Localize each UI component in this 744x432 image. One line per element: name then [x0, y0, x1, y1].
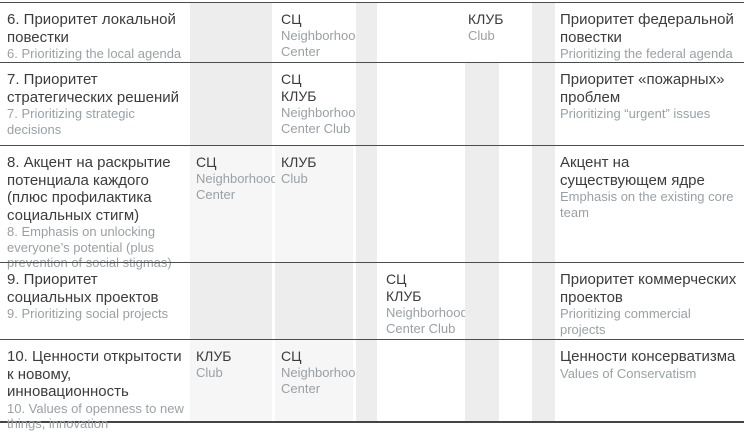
table-row: 7. Приоритет стратегических решений 7. P… — [0, 62, 744, 145]
scale-cell: КЛУБ Club — [275, 146, 353, 262]
scale-cell — [356, 3, 377, 62]
scale-cell — [190, 3, 272, 62]
marker-org-en: Neighborhood Center — [196, 171, 278, 202]
marker-org-en: Neighborhood Center — [281, 28, 363, 59]
row-label-ru: 8. Акцент на раскрытие потенциала каждог… — [7, 154, 171, 224]
scale-cell: КЛУБ Club — [465, 3, 503, 62]
row-label-right: Приоритет «пожарных» проблем Prioritizin… — [560, 63, 738, 145]
row-label-en: Prioritizing “urgent” issues — [560, 106, 711, 121]
marker-org-en: Club — [196, 365, 223, 380]
row-label-left: 8. Акцент на раскрытие потенциала каждог… — [0, 146, 186, 270]
scale-cell — [356, 263, 377, 339]
row-label-right: Акцент на существующем ядре Emphasis on … — [560, 146, 738, 262]
marker-org: КЛУБ — [281, 154, 317, 170]
scale-cell: СЦ Neighborhood Center — [275, 3, 363, 62]
scale-cell — [356, 146, 377, 262]
row-label-ru: Приоритет «пожарных» проблем — [560, 71, 725, 106]
row-label-en: 7. Prioritizing strategic decisions — [7, 106, 135, 137]
row-label-en: Emphasis on the existing core team — [560, 189, 734, 220]
position-marker: СЦ Neighborhood Center — [190, 146, 280, 202]
scale-cell: СЦ КЛУБ Neighborhood Center Club — [380, 263, 468, 339]
marker-org-en: Club — [281, 171, 308, 186]
marker-org-en: Neighborhood Center Club — [386, 305, 468, 336]
row-label-right: Приоритет коммерческих проектов Prioriti… — [560, 263, 738, 339]
position-marker: СЦ КЛУБ Neighborhood Center Club — [380, 263, 470, 336]
row-label-ru: Приоритет федеральной повестки — [560, 11, 734, 46]
table-row: 8. Акцент на раскрытие потенциала каждог… — [0, 145, 744, 270]
marker-org: СЦ — [196, 154, 217, 170]
scale-cell — [532, 263, 555, 339]
row-label-en: Values of Conservatism — [560, 365, 697, 381]
scale-cell: СЦ КЛУБ Neighborhood Center Club — [275, 63, 363, 145]
table-row: 10. Ценности открытости к новому, иннова… — [0, 339, 744, 431]
marker-org: КЛУБ — [468, 11, 504, 27]
row-label-ru: Ценности консерватизма — [560, 348, 736, 365]
scale-cell — [465, 263, 499, 339]
scale-cell — [532, 63, 555, 145]
scale-cell — [380, 340, 463, 421]
row-label-en: 6. Prioritizing the local agenda — [7, 46, 182, 61]
scale-cell — [275, 263, 353, 339]
marker-org-en: Neighborhood Center Club — [281, 105, 363, 136]
position-marker: СЦ КЛУБ Neighborhood Center Club — [275, 63, 365, 136]
marker-org: КЛУБ — [196, 348, 232, 364]
position-marker: КЛУБ Club — [275, 146, 365, 187]
row-label-right: Ценности консерватизма Values of Conserv… — [560, 340, 738, 421]
scale-cell — [190, 263, 272, 339]
marker-org: СЦ — [281, 348, 302, 364]
scale-cell: КЛУБ Club — [190, 340, 272, 421]
row-label-right: Приоритет федеральной повестки Prioritiz… — [560, 3, 738, 62]
row-label-en: Prioritizing the federal agenda — [560, 46, 733, 61]
table-row: 6. Приоритет локальной повестки 6. Prior… — [0, 2, 744, 62]
marker-org: СЦ — [281, 11, 302, 27]
marker-org-en: Club — [468, 28, 495, 43]
table-row: 9. Приоритет социальных проектов 9. Prio… — [0, 262, 744, 339]
position-marker: СЦ Neighborhood Center — [275, 340, 365, 396]
scale-cell — [465, 340, 499, 421]
row-label-left: 10. Ценности открытости к новому, иннова… — [0, 340, 186, 431]
position-marker: КЛУБ Club — [190, 340, 280, 381]
scale-cell — [502, 263, 529, 339]
scale-cell — [502, 3, 529, 62]
scale-cell — [532, 146, 555, 262]
row-label-ru: 9. Приоритет социальных проектов — [7, 271, 159, 306]
row-label-left: 6. Приоритет локальной повестки 6. Prior… — [0, 3, 186, 62]
marker-org-en: Neighborhood Center — [281, 365, 363, 396]
marker-org: СЦ КЛУБ — [281, 71, 317, 104]
row-label-left: 7. Приоритет стратегических решений 7. P… — [0, 63, 186, 145]
scale-cell — [502, 340, 529, 421]
scale-cell — [380, 3, 463, 62]
row-label-ru: 10. Ценности открытости к новому, иннова… — [7, 348, 182, 400]
scale-cell — [356, 63, 377, 145]
scale-cell — [356, 340, 377, 421]
scale-cell — [532, 340, 555, 421]
scale-cell: СЦ Neighborhood Center — [275, 340, 363, 421]
row-label-ru: Акцент на существующем ядре — [560, 154, 705, 189]
position-marker: КЛУБ Club — [465, 3, 552, 44]
scale-cell — [502, 146, 529, 262]
scale-cell — [465, 63, 499, 145]
row-label-en: Prioritizing commercial projects — [560, 306, 691, 337]
row-label-ru: 7. Приоритет стратегических решений — [7, 71, 179, 106]
scale-cell: СЦ Neighborhood Center — [190, 146, 278, 262]
marker-org: СЦ КЛУБ — [386, 271, 422, 304]
scale-cell — [465, 146, 499, 262]
row-label-left: 9. Приоритет социальных проектов 9. Prio… — [0, 263, 186, 339]
scale-cell — [502, 63, 529, 145]
row-label-ru: Приоритет коммерческих проектов — [560, 271, 737, 306]
row-label-ru: 6. Приоритет локальной повестки — [7, 11, 176, 46]
position-marker: СЦ Neighborhood Center — [275, 3, 365, 59]
row-label-en: 8. Emphasis on unlocking everyone’s pote… — [7, 224, 172, 271]
row-label-en: 10. Values of openness to new things, in… — [7, 400, 184, 432]
row-label-en: 9. Prioritizing social projects — [7, 306, 169, 321]
scale-cell — [532, 3, 555, 62]
scale-cell — [190, 63, 272, 145]
scale-cell — [380, 63, 463, 145]
scale-cell — [380, 146, 463, 262]
